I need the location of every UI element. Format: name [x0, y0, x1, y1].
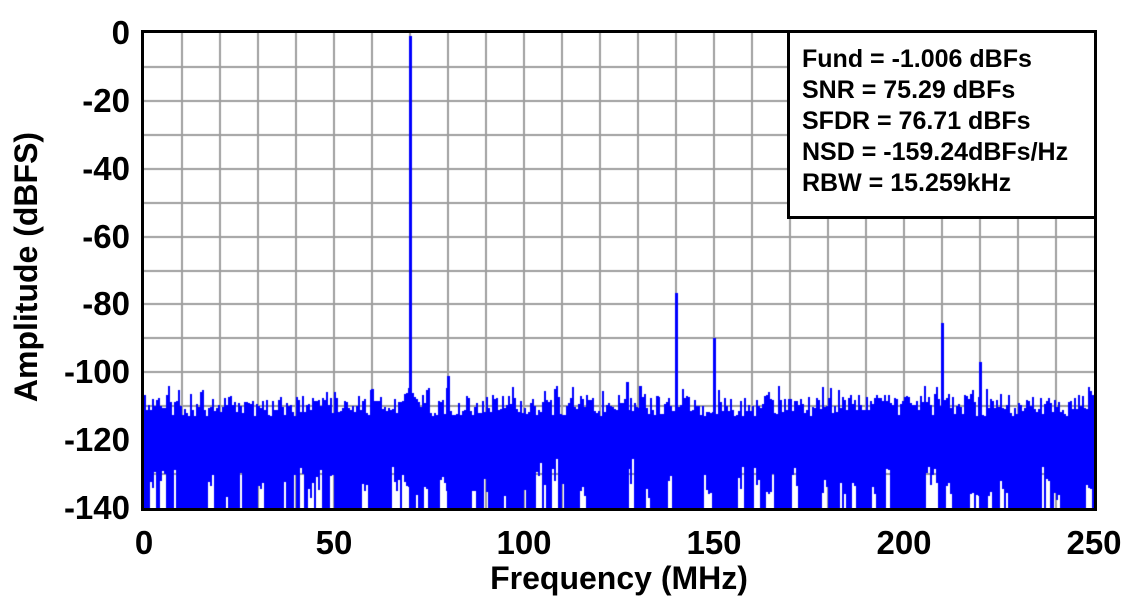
y-tick-label: -80 [82, 285, 130, 322]
legend-line: NSD = -159.24dBFs/Hz [802, 138, 1069, 166]
legend-line: SNR = 75.29 dBFs [802, 76, 1016, 104]
x-tick-label: 50 [315, 524, 353, 561]
y-tick-label: -40 [82, 150, 130, 187]
legend-line: Fund = -1.006 dBFs [802, 45, 1032, 73]
y-tick-label: -140 [63, 489, 130, 526]
y-tick-label: -120 [63, 421, 130, 458]
y-tick-label: -100 [63, 353, 130, 390]
x-tick-label: 100 [496, 524, 552, 561]
measurement-summary-box: Fund = -1.006 dBFs SNR = 75.29 dBFs SFDR =… [787, 30, 1097, 219]
y-tick-label: 0 [111, 14, 130, 51]
y-tick-label: -60 [82, 218, 130, 255]
legend-line: SFDR = 76.71 dBFs [802, 107, 1031, 135]
legend-line: RBW = 15.259kHz [802, 169, 1012, 197]
x-axis-title: Frequency (MHz) [490, 560, 748, 596]
x-tick-label: 150 [686, 524, 742, 561]
x-tick-label: 250 [1066, 524, 1122, 561]
x-tick-label: 200 [876, 524, 932, 561]
y-tick-label: -20 [82, 82, 130, 119]
x-tick-label: 0 [134, 524, 154, 561]
